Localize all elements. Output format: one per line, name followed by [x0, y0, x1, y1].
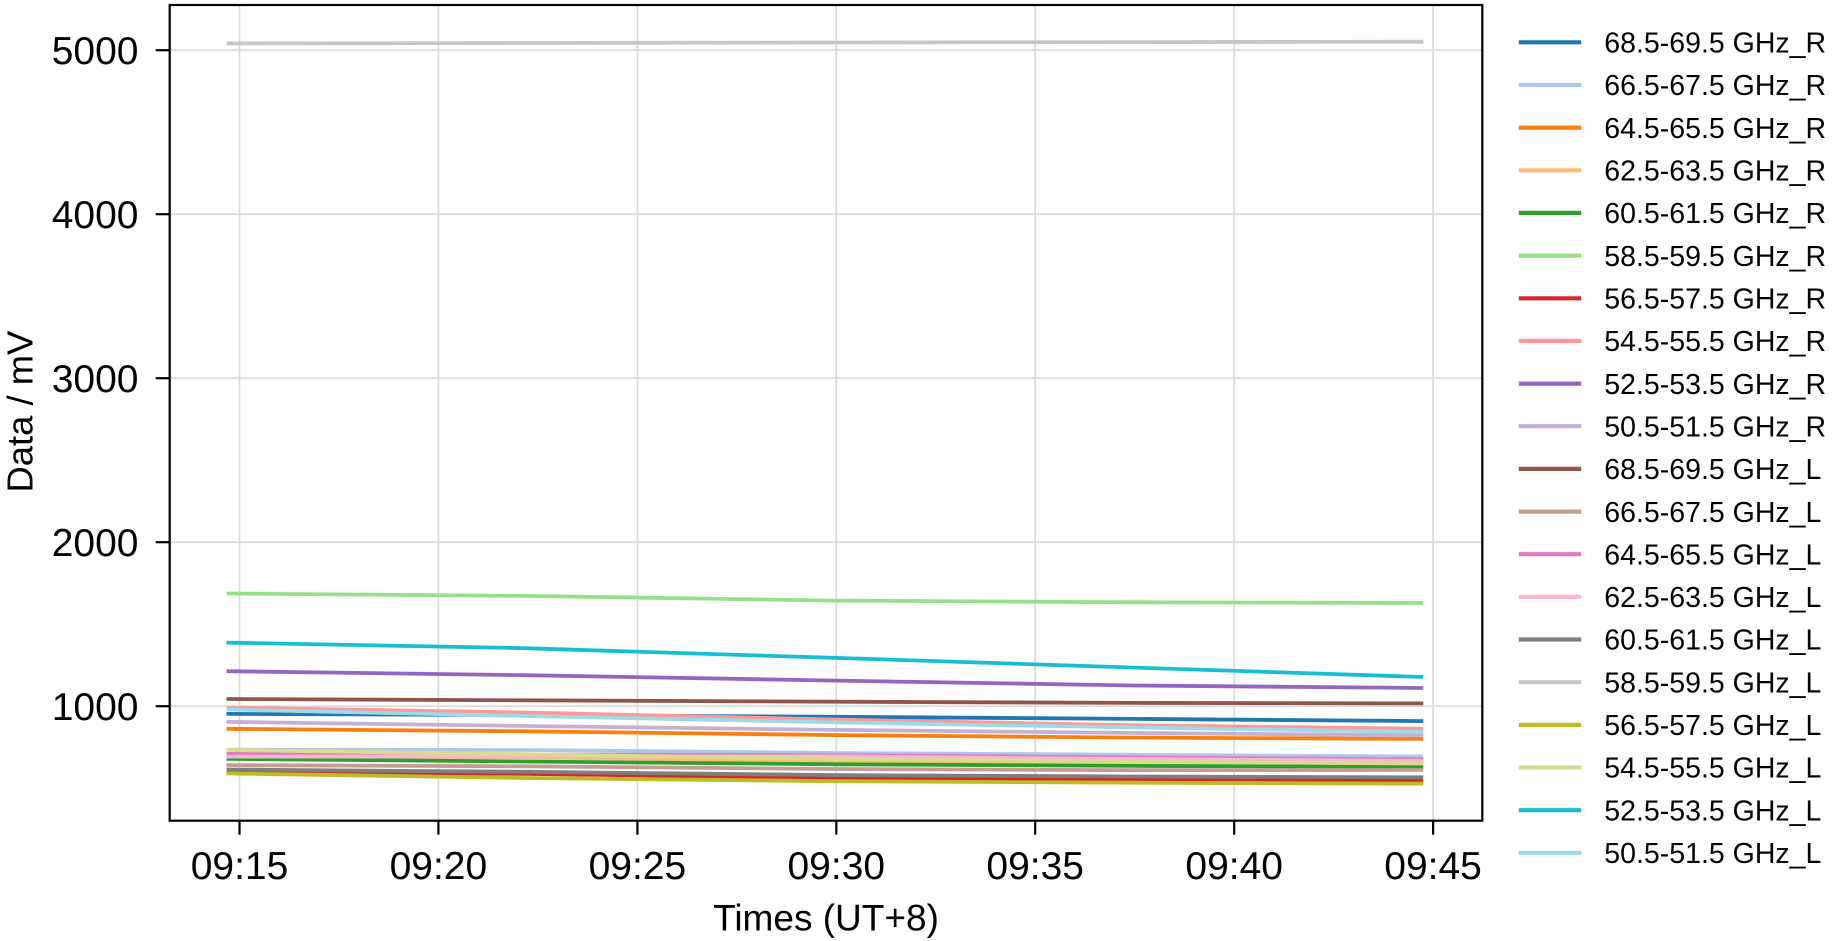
svg-text:62.5-63.5 GHz_R: 62.5-63.5 GHz_R [1604, 156, 1826, 188]
svg-text:54.5-55.5 GHz_R: 54.5-55.5 GHz_R [1604, 326, 1826, 358]
svg-text:09:25: 09:25 [589, 845, 687, 888]
svg-text:60.5-61.5 GHz_R: 60.5-61.5 GHz_R [1604, 198, 1826, 230]
svg-text:58.5-59.5 GHz_R: 58.5-59.5 GHz_R [1604, 241, 1826, 273]
svg-text:58.5-59.5 GHz_L: 58.5-59.5 GHz_L [1604, 667, 1821, 699]
svg-text:68.5-69.5 GHz_R: 68.5-69.5 GHz_R [1604, 28, 1826, 60]
svg-text:64.5-65.5 GHz_R: 64.5-65.5 GHz_R [1604, 113, 1826, 145]
svg-text:1000: 1000 [52, 686, 139, 729]
svg-text:52.5-53.5 GHz_R: 52.5-53.5 GHz_R [1604, 369, 1826, 401]
svg-text:4000: 4000 [52, 194, 139, 237]
svg-text:64.5-65.5 GHz_L: 64.5-65.5 GHz_L [1604, 539, 1821, 571]
svg-text:3000: 3000 [52, 358, 139, 401]
svg-text:Times (UT+8): Times (UT+8) [713, 897, 939, 938]
svg-text:60.5-61.5 GHz_L: 60.5-61.5 GHz_L [1604, 625, 1821, 657]
svg-text:09:35: 09:35 [986, 845, 1084, 888]
svg-text:09:45: 09:45 [1384, 845, 1482, 888]
svg-text:62.5-63.5 GHz_L: 62.5-63.5 GHz_L [1604, 582, 1821, 614]
svg-text:2000: 2000 [52, 522, 139, 565]
svg-text:09:30: 09:30 [787, 845, 885, 888]
svg-text:66.5-67.5 GHz_L: 66.5-67.5 GHz_L [1604, 497, 1821, 529]
svg-text:09:40: 09:40 [1185, 845, 1283, 888]
svg-text:09:15: 09:15 [191, 845, 289, 888]
svg-text:09:20: 09:20 [390, 845, 488, 888]
svg-text:54.5-55.5 GHz_L: 54.5-55.5 GHz_L [1604, 753, 1821, 785]
svg-text:66.5-67.5 GHz_R: 66.5-67.5 GHz_R [1604, 70, 1826, 102]
svg-text:56.5-57.5 GHz_R: 56.5-57.5 GHz_R [1604, 284, 1826, 316]
svg-text:68.5-69.5 GHz_L: 68.5-69.5 GHz_L [1604, 454, 1821, 486]
svg-text:50.5-51.5 GHz_L: 50.5-51.5 GHz_L [1604, 838, 1821, 870]
svg-text:Data / mV: Data / mV [0, 330, 41, 493]
svg-text:50.5-51.5 GHz_R: 50.5-51.5 GHz_R [1604, 411, 1826, 443]
svg-text:5000: 5000 [52, 30, 139, 73]
svg-text:52.5-53.5 GHz_L: 52.5-53.5 GHz_L [1604, 795, 1821, 827]
svg-text:56.5-57.5 GHz_L: 56.5-57.5 GHz_L [1604, 710, 1821, 742]
